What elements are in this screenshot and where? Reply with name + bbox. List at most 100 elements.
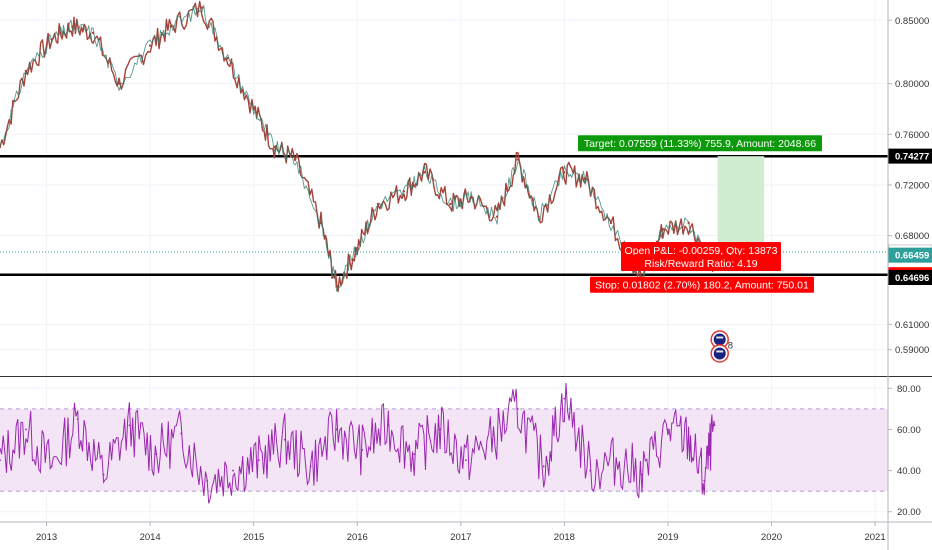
price-point bbox=[92, 31, 95, 35]
price-tag: 0.66459 bbox=[888, 247, 932, 263]
xtick-label: 2020 bbox=[761, 532, 782, 543]
rsi-point bbox=[206, 479, 209, 482]
price-point bbox=[563, 171, 566, 174]
xtick-label: 2016 bbox=[347, 532, 368, 543]
price-point bbox=[449, 202, 452, 206]
rsi-point bbox=[309, 465, 312, 468]
us-flag-icon[interactable]: 8 bbox=[710, 340, 733, 363]
price-tag: 0.64696 bbox=[888, 270, 932, 285]
ytick-label: 0.59000 bbox=[895, 345, 929, 356]
rsi-point bbox=[128, 424, 131, 427]
price-tag-text: 0.74277 bbox=[895, 152, 929, 163]
price-tag-bg bbox=[888, 270, 932, 285]
price-point bbox=[169, 25, 173, 28]
price-point bbox=[335, 285, 338, 288]
rsi-point bbox=[687, 438, 690, 441]
price-point bbox=[117, 82, 121, 85]
price-point bbox=[24, 69, 28, 73]
rsi-point bbox=[589, 469, 592, 472]
us-flag-icon-stripe bbox=[716, 350, 724, 353]
rsi-point bbox=[713, 424, 716, 427]
price-point bbox=[376, 202, 380, 206]
price-point bbox=[148, 44, 152, 47]
australia-flag-icon-body bbox=[713, 333, 726, 346]
price-point bbox=[273, 145, 276, 149]
open-pnl-label-text: Open P&L: -0.00259, Qty: 13873 bbox=[625, 245, 778, 257]
rsi-point bbox=[180, 432, 183, 435]
rsi-point bbox=[413, 453, 416, 456]
xtick-label: 2017 bbox=[450, 532, 471, 543]
rsi-ytick-label: 80.00 bbox=[897, 384, 921, 395]
xtick-label: 2014 bbox=[140, 532, 161, 543]
ytick-label: 0.85000 bbox=[895, 16, 929, 27]
rsi-point bbox=[0, 459, 1, 462]
price-point bbox=[402, 190, 406, 193]
rsi-point bbox=[102, 473, 105, 476]
xtick-label: 2013 bbox=[36, 532, 57, 543]
australia-flag-icon-stripe bbox=[716, 336, 724, 339]
risk-reward-label[interactable]: Risk/Reward Ratio: 4.19 bbox=[621, 254, 781, 271]
target-label-bg bbox=[578, 135, 822, 152]
long-position-tool[interactable]: Target: 0.07559 (11.33%) 755.9, Amount: … bbox=[578, 135, 822, 293]
rsi-point bbox=[439, 428, 442, 431]
profit-zone[interactable] bbox=[717, 156, 765, 252]
target-label[interactable]: Target: 0.07559 (11.33%) 755.9, Amount: … bbox=[578, 135, 822, 152]
price-point bbox=[226, 57, 230, 60]
price-point bbox=[583, 177, 587, 180]
open-pnl-label[interactable]: Open P&L: -0.00259, Qty: 13873 bbox=[621, 241, 781, 258]
price-point bbox=[50, 38, 53, 41]
price-point bbox=[71, 25, 74, 28]
price-point bbox=[516, 158, 519, 161]
rsi-plot bbox=[0, 382, 716, 504]
price-point bbox=[687, 221, 690, 225]
price-point bbox=[423, 171, 426, 174]
rsi-point bbox=[50, 465, 53, 468]
rsi-point bbox=[335, 428, 338, 431]
rsi-point bbox=[615, 459, 618, 462]
rsi-point bbox=[76, 418, 79, 421]
risk-reward-label-bg bbox=[621, 254, 781, 271]
rsi-point bbox=[154, 453, 157, 456]
australia-flag-icon[interactable] bbox=[710, 330, 729, 349]
price-tag-text: 0.66459 bbox=[895, 251, 929, 262]
price-plot bbox=[0, 0, 888, 293]
rsi-point bbox=[387, 424, 390, 427]
rsi-point bbox=[361, 449, 364, 451]
rsi-point bbox=[24, 428, 27, 431]
us-flag-icon-badge: 8 bbox=[728, 340, 733, 351]
rsi-point bbox=[465, 459, 467, 462]
rsi-point bbox=[542, 465, 545, 468]
price-point bbox=[495, 215, 499, 218]
price-point bbox=[356, 247, 359, 250]
rsi-ytick-label: 40.00 bbox=[897, 466, 921, 477]
rsi-point bbox=[257, 459, 260, 462]
price-point bbox=[661, 228, 664, 231]
event-markers[interactable]: 8 bbox=[710, 330, 733, 363]
ytick-label: 0.72000 bbox=[895, 180, 929, 191]
rsi-ytick-label: 20.00 bbox=[897, 507, 921, 518]
rsi-point bbox=[703, 479, 706, 482]
price-point bbox=[537, 215, 540, 218]
ytick-label: 0.61000 bbox=[895, 320, 929, 331]
rsi-point bbox=[490, 438, 493, 441]
stop-label[interactable]: Stop: 0.01802 (2.70%) 180.2, Amount: 750… bbox=[590, 276, 814, 293]
price-tag-text: 0.64696 bbox=[895, 273, 929, 284]
us-flag-icon-body bbox=[713, 347, 726, 360]
ytick-label: 0.68000 bbox=[895, 231, 929, 242]
price-point bbox=[200, 6, 204, 9]
price-point bbox=[609, 221, 613, 225]
open-pnl-label-bg bbox=[621, 241, 781, 258]
rsi-point bbox=[516, 407, 519, 410]
xtick-label: 2021 bbox=[864, 532, 885, 543]
stop-label-text: Stop: 0.01802 (2.70%) 180.2, Amount: 750… bbox=[595, 280, 809, 292]
price-tag: 0.74277 bbox=[888, 148, 932, 164]
xtick-label: 2018 bbox=[554, 532, 575, 543]
rsi-ytick-label: 60.00 bbox=[897, 425, 921, 436]
price-point bbox=[319, 221, 323, 225]
price-point bbox=[293, 158, 297, 161]
stop-label-bg bbox=[590, 276, 814, 293]
rsi-point bbox=[667, 428, 669, 431]
